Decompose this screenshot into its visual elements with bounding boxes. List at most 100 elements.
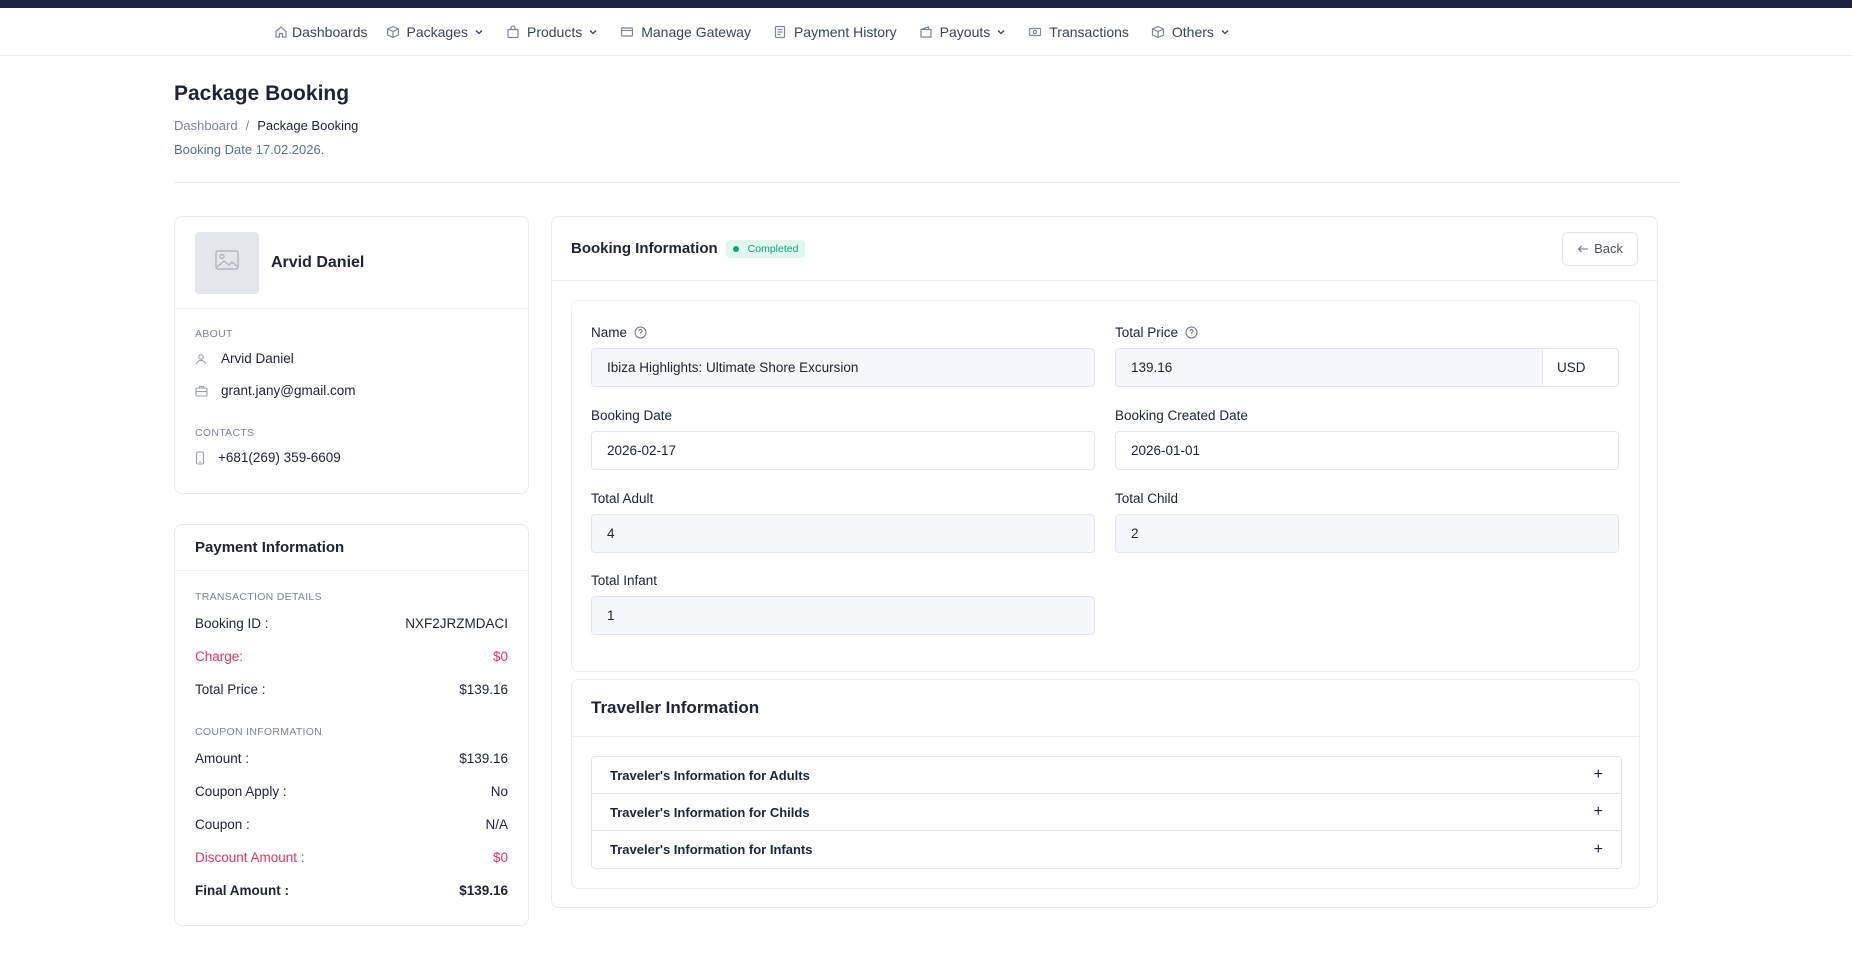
status-text: Completed: [747, 242, 799, 255]
nav-label: Others: [1171, 23, 1214, 40]
coupon-information-label: COUPON INFORMATION: [195, 726, 323, 738]
wallet-icon: [919, 25, 933, 39]
currency-select[interactable]: USD: [1543, 348, 1619, 387]
coupon-value: N/A: [485, 817, 508, 832]
plus-icon[interactable]: +: [1593, 766, 1603, 783]
money-icon: [1028, 25, 1042, 39]
help-circle-icon[interactable]: [1185, 326, 1198, 339]
back-button[interactable]: Back: [1562, 231, 1638, 266]
name-field-label: Name: [591, 323, 1095, 341]
created-date-field-label: Booking Created Date: [1115, 407, 1248, 423]
nav-payouts[interactable]: Payouts: [919, 24, 1007, 40]
booking-id-row: Booking ID : NXF2JRZMDACI: [195, 607, 508, 640]
total-price-input[interactable]: 139.16: [1115, 348, 1543, 387]
accordion-label: Traveler's Information for Adults: [610, 767, 810, 783]
status-badge: Completed: [725, 239, 806, 258]
total-price-value: $139.16: [459, 682, 508, 697]
nav-products[interactable]: Products: [506, 24, 598, 40]
payment-card: Payment Information TRANSACTION DETAILS …: [174, 524, 529, 926]
charge-value: $0: [492, 649, 508, 664]
receipt-icon: [773, 25, 787, 39]
nav-manage-gateway[interactable]: Manage Gateway: [620, 24, 751, 40]
nav-label: Dashboards: [292, 23, 368, 40]
discount-value: $0: [492, 850, 508, 865]
nav-label: Payouts: [939, 23, 991, 40]
total-price-field: Total Price 139.16 USD: [1115, 323, 1619, 387]
nav-label: Manage Gateway: [641, 23, 751, 40]
booking-date-input[interactable]: 2026-02-17: [591, 431, 1095, 470]
back-label: Back: [1594, 241, 1623, 256]
phone-value: +681(269) 359-6609: [218, 450, 341, 465]
nav-label: Packages: [406, 23, 468, 40]
user-icon: [195, 353, 209, 365]
name-input[interactable]: Ibiza Highlights: Ultimate Shore Excursi…: [591, 348, 1095, 387]
total-price-label: Total Price :: [195, 682, 266, 697]
about-label: ABOUT: [195, 328, 233, 340]
traveller-title: Traveller Information: [572, 680, 1639, 737]
created-date-input[interactable]: 2026-01-01: [1115, 431, 1619, 470]
amount-value: $139.16: [459, 751, 508, 766]
header-divider: [174, 182, 1680, 183]
accordion-label: Traveler's Information for Infants: [610, 842, 813, 857]
name-field: Name Ibiza Highlights: Ultimate Shore Ex…: [591, 323, 1095, 387]
top-accent-bar: [0, 0, 1852, 8]
nav-packages[interactable]: Packages: [386, 24, 484, 40]
total-price-row: Total Price : $139.16: [195, 673, 508, 706]
total-child-field-label: Total Child: [1115, 490, 1179, 506]
total-infant-field-label: Total Infant: [591, 572, 658, 588]
page-header: Package Booking Dashboard / Package Book…: [174, 82, 358, 157]
nav-payment-history[interactable]: Payment History: [773, 24, 897, 40]
total-adult-field: Total Adult 4: [591, 489, 1095, 553]
phone-row: +681(269) 359-6609: [195, 450, 508, 465]
final-amount-label: Final Amount :: [195, 883, 289, 898]
coupon-apply-label: Coupon Apply :: [195, 784, 287, 799]
about-name-row: Arvid Daniel: [195, 351, 508, 366]
breadcrumb-separator: /: [245, 118, 250, 133]
nav-transactions[interactable]: Transactions: [1028, 24, 1129, 40]
card-icon: [620, 25, 634, 39]
final-amount-row: Final Amount : $139.16: [195, 874, 508, 907]
accordion-childs[interactable]: Traveler's Information for Childs +: [592, 794, 1621, 831]
breadcrumb-home-link[interactable]: Dashboard: [174, 118, 238, 133]
chevron-down-icon: [1220, 27, 1230, 37]
booking-title: Booking Information: [571, 240, 718, 257]
nav-others[interactable]: Others: [1151, 24, 1230, 40]
box-icon: [1151, 25, 1165, 39]
help-circle-icon[interactable]: [634, 326, 647, 339]
nav-label: Transactions: [1049, 23, 1129, 40]
booking-date-field: Booking Date 2026-02-17: [591, 406, 1095, 470]
contacts-label: CONTACTS: [195, 427, 255, 439]
accordion-adults[interactable]: Traveler's Information for Adults +: [592, 757, 1621, 794]
avatar: [195, 231, 259, 294]
booking-header: Booking Information Completed Back: [552, 217, 1657, 281]
total-infant-input[interactable]: 1: [591, 596, 1095, 635]
payment-body: TRANSACTION DETAILS Booking ID : NXF2JRZ…: [175, 591, 528, 907]
accordion-infants[interactable]: Traveler's Information for Infants +: [592, 831, 1621, 868]
amount-row: Amount : $139.16: [195, 742, 508, 775]
booking-form: Name Ibiza Highlights: Ultimate Shore Ex…: [571, 300, 1640, 672]
plus-icon[interactable]: +: [1593, 840, 1603, 858]
profile-name: Arvid Daniel: [271, 253, 365, 271]
accordion-label: Traveler's Information for Childs: [610, 804, 810, 820]
profile-header: Arvid Daniel: [175, 217, 528, 309]
discount-label: Discount Amount :: [195, 850, 305, 865]
breadcrumb: Dashboard / Package Booking: [174, 118, 358, 133]
breadcrumb-current: Package Booking: [257, 118, 359, 133]
image-placeholder-icon: [215, 250, 239, 275]
total-child-input[interactable]: 2: [1115, 514, 1619, 553]
booking-id-label: Booking ID :: [195, 616, 269, 631]
plus-icon[interactable]: +: [1593, 803, 1603, 820]
traveller-accordion: Traveler's Information for Adults + Trav…: [591, 756, 1622, 869]
total-price-field-label: Total Price: [1115, 323, 1619, 341]
coupon-row: Coupon : N/A: [195, 808, 508, 841]
coupon-label: Coupon :: [195, 817, 250, 832]
final-amount-value: $139.16: [459, 883, 508, 898]
chevron-down-icon: [474, 27, 484, 37]
total-adult-input[interactable]: 4: [591, 514, 1095, 553]
email-value: grant.jany@gmail.com: [221, 383, 356, 398]
chevron-down-icon: [588, 27, 598, 37]
total-child-field: Total Child 2: [1115, 489, 1619, 553]
nav-dashboards[interactable]: Dashboards: [274, 24, 368, 40]
booking-date-field-label: Booking Date: [591, 407, 673, 423]
nav-label: Payment History: [793, 23, 897, 40]
